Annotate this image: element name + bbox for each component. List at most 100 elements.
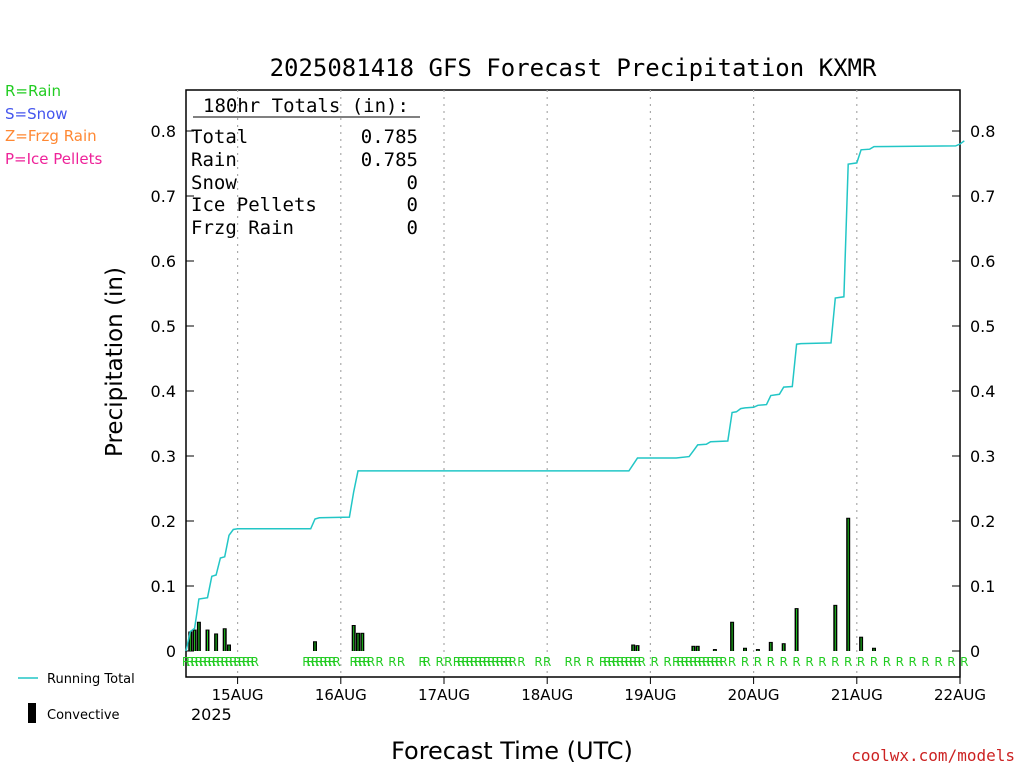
ptype-marker-39: R [461, 655, 469, 669]
ptype-marker-77: R [706, 655, 714, 669]
convective-bar-15 [712, 649, 717, 651]
ptype-marker-91: R [857, 655, 865, 669]
ptype-marker-7: R [212, 655, 220, 669]
ptype-marker-71: R [681, 655, 689, 669]
ptype-marker-2: R [190, 655, 198, 669]
ptype-marker-51: R [517, 655, 525, 669]
x-tick-label-6: 21AUG [831, 686, 883, 704]
y-tick-label-right-8: 0.8 [970, 122, 995, 141]
x-axis-label: Forecast Time (UTC) [391, 737, 633, 765]
ptype-marker-47: R [496, 655, 504, 669]
totals-box: 180hr Totals (in): Total 0.785 Rain 0.78… [191, 95, 420, 239]
ptype-marker-74: R [694, 655, 702, 669]
ptype-marker-30: R [375, 655, 383, 669]
totals-value-freezing-rain: 0 [407, 217, 418, 239]
ptype-marker-75: R [698, 655, 706, 669]
ptype-marker-24: R [332, 655, 340, 669]
ptype-marker-0: R [182, 655, 190, 669]
ptype-marker-53: R [543, 655, 551, 669]
ptype-marker-35: R [436, 655, 444, 669]
ptype-marker-3: R [195, 655, 203, 669]
ptype-marker-29: R [367, 655, 375, 669]
y-tick-label-right-6: 0.6 [970, 252, 995, 271]
ptype-marker-26: R [354, 655, 362, 669]
totals-label-total: Total [191, 126, 248, 148]
watermark: coolwx.com/models [851, 746, 1015, 765]
ptype-marker-49: R [504, 655, 512, 669]
totals-label-ice-pellets: Ice Pellets [191, 194, 317, 216]
y-tick-label-left-4: 0.4 [151, 382, 176, 401]
x-tick-label-7: 22AUG [934, 686, 986, 704]
ptype-marker-62: R [620, 655, 628, 669]
ptype-marker-59: R [608, 655, 616, 669]
ptype-marker-95: R [909, 655, 917, 669]
ptype-marker-85: R [780, 655, 788, 669]
plot-area-frame [185, 89, 961, 678]
ptype-marker-86: R [792, 655, 800, 669]
ptype-marker-57: R [599, 655, 607, 669]
ptype-marker-9: R [221, 655, 229, 669]
x-tick-label-1: 16AUG [315, 686, 367, 704]
ptype-marker-8: R [216, 655, 224, 669]
running-total-line [185, 140, 965, 652]
ptype-marker-66: R [638, 655, 646, 669]
ptype-marker-82: R [741, 655, 749, 669]
ptype-marker-22: R [324, 655, 332, 669]
totals-value-total: 0.785 [361, 126, 418, 148]
ptype-marker-76: R [702, 655, 710, 669]
type-key-ice-pellets: P=Ice Pellets [5, 150, 102, 168]
legend-convective-label: Convective [47, 708, 120, 723]
ptype-marker-20: R [315, 655, 323, 669]
y-tick-label-right-2: 0.2 [970, 512, 995, 531]
y-tick-label-left-5: 0.5 [151, 317, 176, 336]
ptype-marker-55: R [573, 655, 581, 669]
ptype-marker-98: R [947, 655, 955, 669]
ptype-marker-60: R [612, 655, 620, 669]
type-key-snow: S=Snow [5, 105, 68, 123]
ptype-marker-90: R [844, 655, 852, 669]
type-key-freezing-rain: Z=Frzg Rain [5, 127, 97, 145]
ptype-marker-23: R [328, 655, 336, 669]
ptype-marker-4: R [199, 655, 207, 669]
y-tick-label-left-2: 0.2 [151, 512, 176, 531]
ptype-marker-43: R [479, 655, 487, 669]
y-tick-label-left-1: 0.1 [151, 577, 176, 596]
ptype-marker-11: R [229, 655, 237, 669]
running-total-series [185, 140, 965, 652]
ptype-marker-40: R [466, 655, 474, 669]
ptype-marker-21: R [319, 655, 327, 669]
ptype-marker-72: R [685, 655, 693, 669]
x-tick-label-4: 19AUG [624, 686, 676, 704]
ptype-marker-45: R [487, 655, 495, 669]
ptype-marker-38: R [457, 655, 465, 669]
series-legend: Running Total Convective [18, 672, 135, 723]
ptype-marker-64: R [629, 655, 637, 669]
ptype-marker-54: R [565, 655, 573, 669]
ptype-marker-17: R [302, 655, 310, 669]
ptype-marker-19: R [311, 655, 319, 669]
ptype-marker-56: R [586, 655, 594, 669]
y-tick-label-right-5: 0.5 [970, 317, 995, 336]
ptype-marker-58: R [603, 655, 611, 669]
y-tick-label-right-7: 0.7 [970, 187, 995, 206]
ptype-marker-78: R [711, 655, 719, 669]
ptype-marker-18: R [307, 655, 315, 669]
totals-label-snow: Snow [191, 172, 237, 194]
totals-label-rain: Rain [191, 149, 237, 171]
totals-value-ice-pellets: 0 [407, 194, 418, 216]
totals-label-freezing-rain: Frzg Rain [191, 217, 294, 239]
ptype-marker-99: R [960, 655, 968, 669]
ptype-marker-67: R [651, 655, 659, 669]
ptype-marker-48: R [500, 655, 508, 669]
x-tick-label-2: 17AUG [418, 686, 470, 704]
ptype-marker-41: R [470, 655, 478, 669]
ptype-marker-61: R [616, 655, 624, 669]
ptype-marker-84: R [767, 655, 775, 669]
x-year-label: 2025 [191, 705, 232, 724]
ptype-marker-93: R [883, 655, 891, 669]
y-tick-label-left-7: 0.7 [151, 187, 176, 206]
x-tick-label-5: 20AUG [728, 686, 780, 704]
ptype-marker-83: R [754, 655, 762, 669]
ptype-marker-5: R [203, 655, 211, 669]
